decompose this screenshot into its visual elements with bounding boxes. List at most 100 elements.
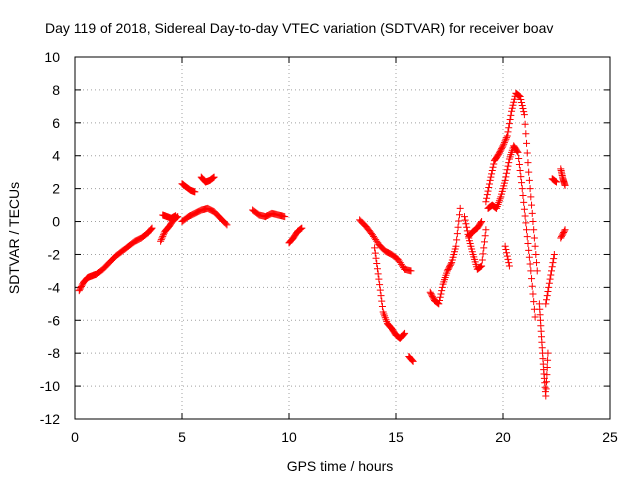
data-point (533, 267, 541, 275)
series-seg21 (557, 165, 569, 189)
data-point (409, 357, 417, 365)
data-point (546, 275, 554, 283)
data-point-interp (455, 211, 463, 219)
data-point-interp (551, 177, 559, 185)
data-point-interp (508, 104, 516, 112)
data-point-interp (505, 124, 513, 132)
series-seg13 (460, 213, 490, 273)
data-point-interp (484, 187, 492, 195)
data-point (529, 218, 537, 226)
data-point-interp (523, 149, 531, 157)
y-tick-label: -2 (48, 246, 61, 262)
data-point-interp (549, 259, 557, 267)
data-point-interp (516, 167, 524, 175)
series-seg10 (371, 244, 409, 342)
data-point-interp (505, 120, 513, 128)
data-point-interp (374, 270, 382, 278)
data-point (460, 213, 468, 221)
data-point-interp (523, 233, 531, 241)
grid-lines (75, 57, 610, 419)
data-point-interp (515, 91, 523, 99)
data-point (456, 204, 464, 212)
data-point (561, 181, 569, 189)
y-tick-label: -8 (48, 345, 61, 361)
data-point-interp (519, 105, 527, 113)
data-point-interp (527, 193, 535, 201)
data-point-interp (453, 230, 461, 238)
data-point-interp (483, 191, 491, 199)
axis-ticks (74, 56, 611, 420)
data-point (523, 226, 531, 234)
data-point (550, 250, 558, 258)
data-point-interp (399, 331, 407, 339)
data-point-interp (503, 249, 511, 257)
data-point-interp (159, 232, 167, 240)
data-point-interp (455, 217, 463, 225)
data-point-interp (461, 216, 469, 224)
data-point (375, 275, 383, 283)
series-seg4 (178, 180, 199, 196)
data-point-interp (481, 232, 489, 240)
data-point (482, 226, 490, 234)
data-point-interp (485, 184, 493, 192)
data-point-interp (515, 92, 523, 100)
data-point-interp (158, 234, 166, 242)
data-point (486, 176, 494, 184)
data-point-interp (510, 98, 518, 106)
data-point-interp (209, 174, 217, 182)
data-point-interp (522, 130, 530, 138)
data-point-interp (510, 95, 518, 103)
data-point-interp (518, 102, 526, 110)
data-point (191, 188, 199, 196)
x-tick-label: 20 (495, 429, 511, 445)
data-point-interp (543, 296, 551, 304)
data-point (501, 176, 509, 184)
y-tick-label: -4 (48, 279, 61, 295)
data-point-interp (526, 260, 534, 268)
data-point-interp (518, 179, 526, 187)
data-point-interp (488, 167, 496, 175)
data-point-interp (528, 275, 536, 283)
data-point-interp (488, 170, 496, 178)
data-point-interp (525, 176, 533, 184)
data-point-interp (297, 225, 305, 233)
series-seg20 (548, 175, 560, 186)
y-tick-label: 6 (52, 115, 60, 131)
data-point-interp (530, 234, 538, 242)
data-point-interp (377, 292, 385, 300)
data-point-interp (504, 255, 512, 263)
data-point-interp (509, 101, 517, 109)
y-tick-label: -12 (40, 411, 60, 427)
data-point-interp (550, 255, 558, 263)
plot-frame (74, 56, 611, 420)
data-point-interp (147, 225, 155, 233)
data-point (223, 221, 231, 229)
data-point-interp (545, 283, 553, 291)
data-point-interp (543, 292, 551, 300)
data-points (75, 89, 569, 400)
x-tick-label: 0 (71, 429, 79, 445)
series-seg12 (426, 204, 464, 308)
data-point-interp (513, 147, 521, 155)
data-point-interp (436, 297, 444, 305)
data-point-interp (517, 96, 525, 104)
data-point-interp (530, 298, 538, 306)
data-point-interp (500, 139, 508, 147)
data-point-interp (506, 116, 514, 124)
data-point-interp (523, 139, 531, 147)
data-point (478, 262, 486, 270)
data-point-interp (544, 287, 552, 295)
data-point-interp (522, 219, 530, 227)
data-point-interp (498, 143, 506, 151)
x-tick-labels: 0 5 10 15 20 25 (71, 429, 618, 445)
data-point-interp (528, 209, 536, 217)
data-point-interp (517, 173, 525, 181)
data-point (542, 392, 550, 400)
data-point (478, 218, 486, 226)
data-point (435, 300, 443, 308)
data-point-interp (530, 226, 538, 234)
data-point-interp (502, 135, 510, 143)
data-point (157, 237, 165, 245)
data-point-interp (462, 220, 470, 228)
data-point-interp (489, 163, 497, 171)
